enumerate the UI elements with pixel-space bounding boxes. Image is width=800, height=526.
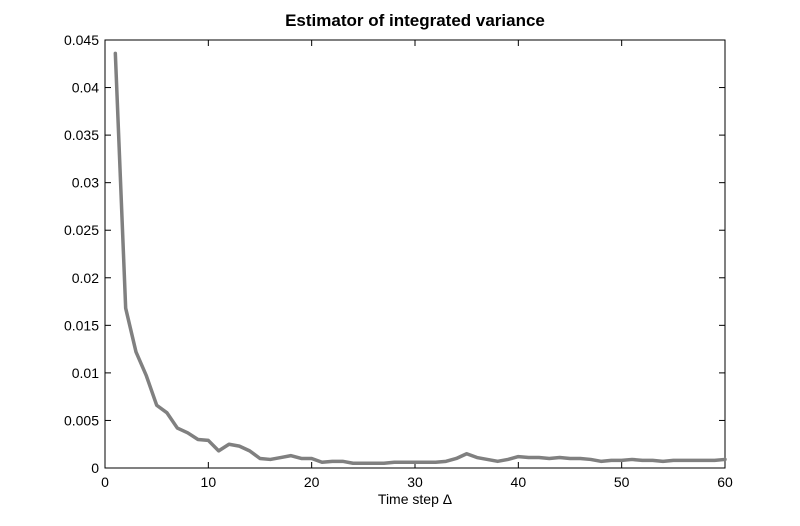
chart-title: Estimator of integrated variance	[285, 11, 545, 30]
y-tick-label: 0.03	[72, 175, 99, 191]
y-tick-label: 0.01	[72, 365, 99, 381]
series-line	[113, 51, 727, 465]
y-tick-label: 0.005	[64, 412, 99, 428]
x-tick-label: 60	[717, 474, 733, 490]
x-tick-label: 50	[614, 474, 630, 490]
y-tick-label: 0.025	[64, 222, 99, 238]
y-tick-label: 0	[91, 460, 99, 476]
x-axis-label: Time step Δ	[378, 491, 452, 507]
x-tick-label: 40	[511, 474, 527, 490]
axis-ticks: 0 10 20 30 40 50 60 0 0.005 0.01 0.015 0.02 0.025 0.0…	[64, 32, 733, 490]
plot-area	[104, 39, 726, 469]
x-tick-label: 0	[101, 474, 109, 490]
x-tick-label: 10	[201, 474, 217, 490]
y-tick-label: 0.02	[72, 270, 99, 286]
x-tick-label: 30	[407, 474, 423, 490]
x-tick-label: 20	[304, 474, 320, 490]
y-tick-label: 0.035	[64, 127, 99, 143]
series-group	[113, 51, 727, 465]
y-tick-label: 0.04	[72, 80, 99, 96]
y-tick-label: 0.015	[64, 317, 99, 333]
y-tick-label: 0.045	[64, 32, 99, 48]
